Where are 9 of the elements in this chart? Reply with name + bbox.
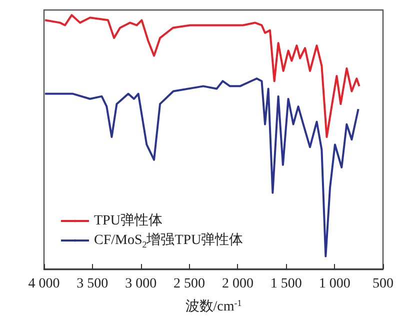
- x-tick-label: 500: [372, 276, 394, 292]
- x-tick-label: 2 000: [222, 276, 254, 292]
- x-tick-label: 3 500: [76, 276, 108, 292]
- x-tick-label: 1 000: [318, 276, 350, 292]
- x-tick-label: 4 000: [28, 276, 60, 292]
- x-tick-label: 1 500: [270, 276, 302, 292]
- legend-label: TPU弹性体: [94, 212, 162, 228]
- x-tick-label: 2 500: [174, 276, 206, 292]
- x-tick-label: 3 000: [125, 276, 157, 292]
